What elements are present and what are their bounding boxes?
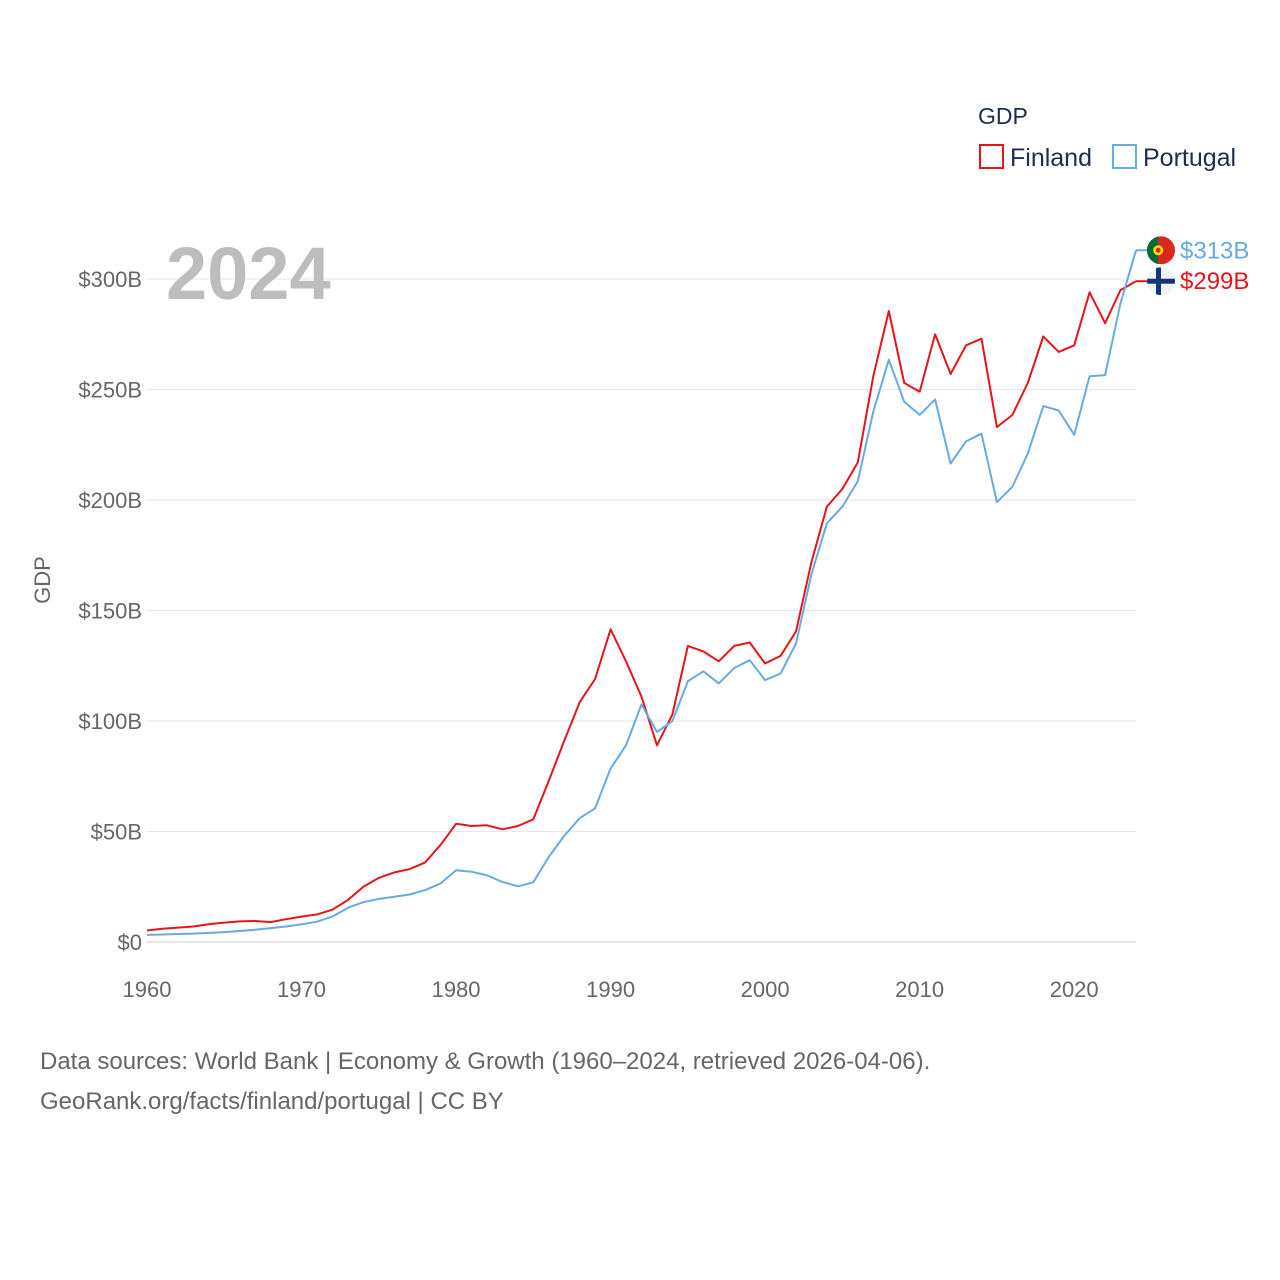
legend[interactable]: GDP Finland Portugal (978, 103, 1236, 172)
legend-label-portugal[interactable]: Portugal (1143, 144, 1236, 172)
series-lines (146, 250, 1137, 936)
x-tick-label: 1980 (432, 977, 481, 1002)
x-tick-label: 2020 (1050, 977, 1099, 1002)
y-tick-label: $50B (91, 820, 142, 845)
series-line-finland (146, 280, 1137, 932)
source-line-2: GeoRank.org/facts/finland/portugal | CC … (40, 1088, 504, 1115)
end-label-portugal: $313B (1180, 237, 1249, 264)
end-label-finland: $299B (1180, 268, 1249, 295)
source-note: Data sources: World Bank | Economy & Gro… (40, 1042, 930, 1122)
legend-swatch-finland[interactable] (979, 144, 1004, 169)
y-axis-title: GDP (30, 556, 55, 604)
legend-title: GDP (978, 103, 1028, 129)
y-tick-label: $200B (78, 488, 142, 513)
y-tick-label: $150B (78, 599, 142, 624)
legend-swatch-portugal[interactable] (1112, 144, 1137, 169)
year-watermark: 2024 (166, 232, 331, 315)
y-tick-label: $300B (78, 267, 142, 292)
end-markers: $299B $313B (1136, 236, 1249, 296)
source-line-1: Data sources: World Bank | Economy & Gro… (40, 1048, 931, 1075)
x-tick-label: 1990 (586, 977, 635, 1002)
y-tick-label: $100B (78, 709, 142, 734)
legend-label-finland[interactable]: Finland (1010, 144, 1092, 172)
portugal-flag-icon (1147, 236, 1175, 265)
finland-flag-icon (1147, 267, 1175, 296)
series-line-portugal (146, 250, 1137, 936)
x-tick-label: 1960 (123, 977, 172, 1002)
y-tick-label: $0 (118, 930, 142, 955)
x-tick-label: 2010 (895, 977, 944, 1002)
gridlines (147, 278, 1136, 943)
y-axis: $0 $50B $100B $150B $200B $250B $300B (78, 267, 142, 955)
x-axis: 1960 1970 1980 1990 2000 2010 2020 (123, 977, 1099, 1002)
x-tick-label: 1970 (277, 977, 326, 1002)
x-tick-label: 2000 (741, 977, 790, 1002)
y-tick-label: $250B (78, 378, 142, 403)
